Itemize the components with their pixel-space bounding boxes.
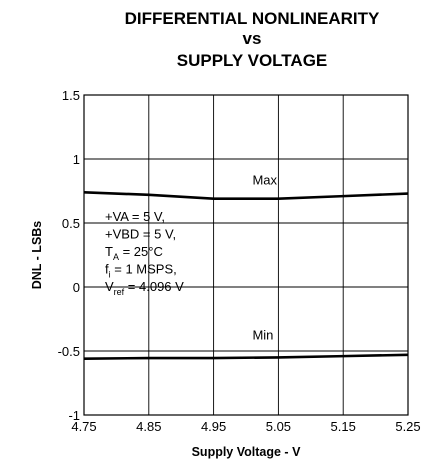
x-tick-label: 4.85 — [136, 419, 161, 434]
condition-line: fi = 1 MSPS, — [105, 262, 177, 280]
y-tick-label: -1 — [68, 408, 80, 423]
y-axis-label: DNL - LSBs — [30, 221, 44, 290]
series-line-min — [83, 353, 409, 360]
plot-frame — [83, 94, 409, 416]
chart-title-line-2: vs — [243, 29, 262, 48]
test-conditions: +VA = 5 V, +VBD = 5 V, TA = 25°Cfi = 1 MSP… — [105, 209, 184, 297]
x-axis-label: Supply Voltage - V — [192, 445, 301, 459]
chart-title-line-1: DIFFERENTIAL NONLINEARITY — [125, 9, 380, 28]
condition-line: Vref = 4.096 V — [105, 279, 184, 297]
series-label-max: Max — [252, 173, 277, 188]
series-label-min: Min — [252, 328, 273, 343]
condition-line: +VBD = 5 V, — [105, 227, 176, 242]
chart-title-line-3: SUPPLY VOLTAGE — [177, 51, 328, 70]
x-tick-label: 4.95 — [201, 419, 226, 434]
condition-line: TA = 25°C — [105, 244, 163, 262]
chart-title: DIFFERENTIAL NONLINEARITY vs SUPPLY VOLT… — [125, 9, 380, 70]
y-tick-label: 1.5 — [62, 88, 80, 103]
x-tick-label: 5.25 — [395, 419, 420, 434]
y-tick-label: 0 — [73, 280, 80, 295]
series-labels: Max Min — [252, 173, 277, 343]
x-tick-label: 5.15 — [331, 419, 356, 434]
series-lines — [83, 190, 409, 360]
y-tick-labels: 1.5 1 0.5 0 -0.5 -1 — [58, 88, 80, 423]
x-tick-label: 4.75 — [71, 419, 96, 434]
y-tick-label: 1 — [73, 152, 80, 167]
x-tick-labels: 4.75 4.85 4.95 5.05 5.15 5.25 — [71, 419, 420, 434]
y-tick-label: -0.5 — [58, 344, 80, 359]
y-tick-label: 0.5 — [62, 216, 80, 231]
series-line-max — [83, 190, 409, 200]
condition-line: +VA = 5 V, — [105, 209, 165, 224]
x-tick-label: 5.05 — [266, 419, 291, 434]
